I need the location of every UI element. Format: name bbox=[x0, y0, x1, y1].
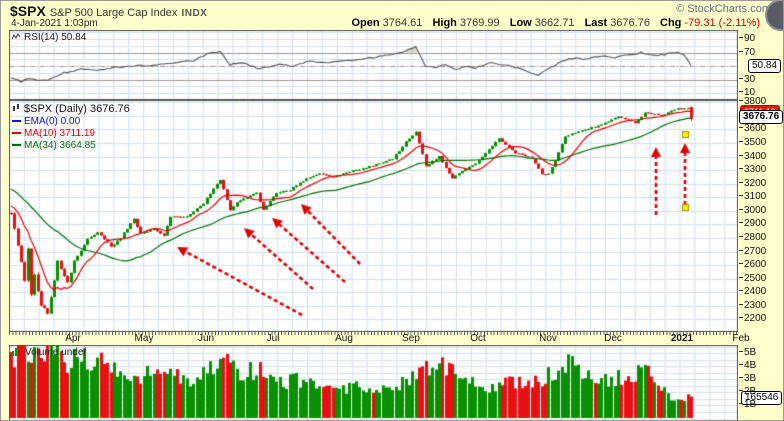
open-value: 3764.61 bbox=[382, 17, 423, 29]
x-axis-month-label: Sep bbox=[402, 333, 420, 344]
price-axis-label: 2700 bbox=[739, 246, 766, 257]
rsi-chart-canvas bbox=[9, 30, 738, 100]
volume-axis-label: 3B bbox=[739, 373, 756, 384]
price-axis-label: 2900 bbox=[739, 218, 766, 229]
price-axis-label: 3400 bbox=[739, 151, 766, 162]
price-axis-label: 2500 bbox=[739, 273, 766, 284]
candlestick-chart-icon bbox=[12, 104, 21, 116]
price-axis-label: 2800 bbox=[739, 232, 766, 243]
rsi-axis-label: 90 bbox=[739, 33, 755, 44]
symbol-ticker: $SPX bbox=[10, 3, 46, 19]
ma10-color-swatch bbox=[12, 132, 21, 135]
rsi-legend: RSI(14) 50.84 bbox=[11, 32, 87, 44]
rsi-value-tag: 50.84 bbox=[747, 59, 781, 73]
volume-legend: Volume undef bbox=[12, 347, 86, 359]
ma34-legend-label: MA(34) 3664.85 bbox=[24, 140, 96, 151]
price-axis-label: 3800 bbox=[739, 96, 766, 107]
symbol-name: S&P 500 Large Cap Index bbox=[49, 7, 178, 19]
ma10-legend-label: MA(10) 3711.19 bbox=[24, 128, 95, 139]
rsi-axis-label: 70 bbox=[739, 47, 755, 58]
rsi-axis-label: 10 bbox=[739, 87, 755, 98]
chg-value: -79.31 (-2.11%) bbox=[684, 17, 761, 29]
x-axis-tick-strip bbox=[9, 331, 738, 335]
ma10-legend: MA(10) 3711.19 bbox=[12, 128, 95, 139]
stockcharts-copyright-link[interactable]: © StockCharts.com bbox=[676, 3, 771, 15]
chg-label: Chg bbox=[660, 17, 682, 29]
rsi-indicator-icon bbox=[11, 33, 21, 44]
x-axis-month-label: Aug bbox=[335, 333, 353, 344]
x-axis-month-label: Oct bbox=[470, 333, 486, 344]
price-axis-label: 3300 bbox=[739, 164, 766, 175]
high-value: 3769.99 bbox=[459, 17, 500, 29]
volume-bars-icon bbox=[12, 347, 22, 359]
volume-value-tag: 165546 bbox=[741, 391, 783, 405]
rsi-legend-label: RSI(14) 50.84 bbox=[24, 32, 87, 43]
open-label: Open bbox=[351, 17, 380, 29]
x-axis-month-label: Jun bbox=[197, 333, 215, 344]
x-axis-month-label: Nov bbox=[539, 333, 557, 344]
ma34-legend: MA(34) 3664.85 bbox=[12, 140, 96, 151]
x-axis-month-label: Jul bbox=[266, 333, 280, 344]
ema-legend: EMA(0) 0.00 bbox=[12, 116, 80, 127]
ema-color-swatch bbox=[12, 120, 21, 123]
header-line1: $SPX S&P 500 Large Cap Index INDX bbox=[10, 3, 207, 19]
price-axis-label: 3100 bbox=[739, 191, 766, 202]
symbol-exchange: INDX bbox=[181, 8, 208, 19]
price-legend-label: $SPX (Daily) 3676.76 bbox=[24, 103, 130, 115]
volume-legend-label: Volume undef bbox=[25, 347, 87, 358]
volume-axis-label: 5B bbox=[739, 347, 756, 358]
ma34-color-swatch bbox=[12, 144, 21, 147]
price-axis-label: 2600 bbox=[739, 259, 766, 270]
low-label: Low bbox=[509, 17, 532, 29]
chart-timestamp: 4-Jan-2021 1:03pm bbox=[11, 18, 98, 29]
price-axis-label: 2400 bbox=[739, 286, 766, 297]
volume-axis-label: 1B bbox=[739, 399, 756, 410]
volume-chart-canvas bbox=[9, 345, 738, 420]
volume-axis-label: 4B bbox=[739, 360, 756, 371]
price-axis-label: 2300 bbox=[739, 300, 766, 311]
x-axis-month-label: 2021 bbox=[670, 333, 694, 344]
ema-legend-label: EMA(0) 0.00 bbox=[24, 116, 81, 127]
price-legend: $SPX (Daily) 3676.76 bbox=[12, 103, 130, 116]
x-axis-month-label: Apr bbox=[65, 333, 81, 344]
x-axis-month-label: May bbox=[134, 333, 154, 344]
x-axis-month-label: Feb bbox=[732, 333, 750, 344]
rsi-axis-label: 30 bbox=[739, 74, 755, 85]
quote-summary: Open 3764.61 High 3769.99 Low 3662.71 Last 3… bbox=[345, 17, 776, 29]
last-value: 3676.76 bbox=[610, 17, 650, 29]
price-axis-label: 2200 bbox=[739, 313, 766, 324]
price-axis-label: 3000 bbox=[739, 205, 766, 216]
last-label: Last bbox=[584, 17, 608, 29]
price-axis-label: 3500 bbox=[739, 137, 766, 148]
price-axis-label: 3600 bbox=[739, 123, 766, 134]
price-axis-label: 3200 bbox=[739, 178, 766, 189]
last-price-tag: 3676.76 bbox=[739, 110, 783, 124]
x-axis-month-label: Dec bbox=[604, 333, 622, 344]
low-value: 3662.71 bbox=[534, 17, 575, 29]
price-chart-canvas bbox=[9, 100, 738, 332]
volume-axis-label: 2B bbox=[739, 386, 756, 397]
high-label: High bbox=[432, 17, 457, 29]
